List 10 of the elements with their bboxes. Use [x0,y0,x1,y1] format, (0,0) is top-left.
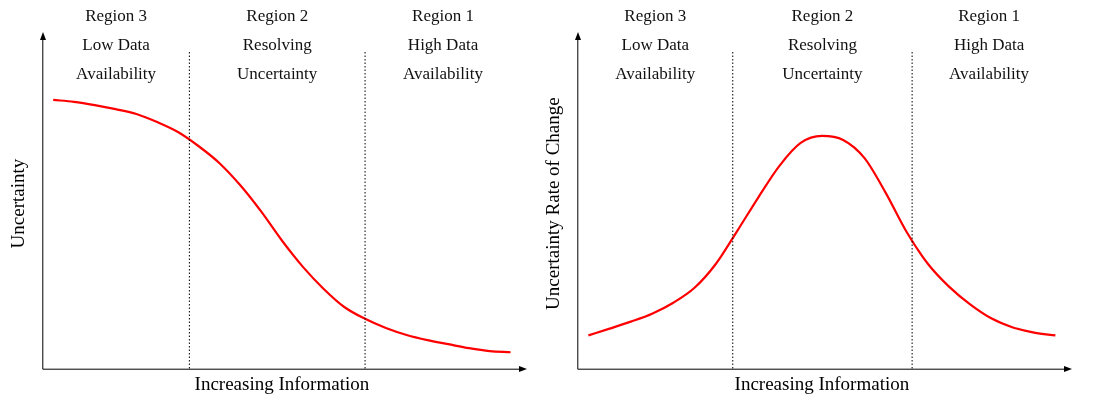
text: Region 2 Resolving Uncertainty [782,5,864,83]
x-axis-title: Increasing Information [734,372,910,394]
y-axis-title: Uncertainty [7,158,29,249]
text: Region 3 Low Data Availability [615,5,696,83]
y-axis-title: Uncertainty Rate of Change [542,97,564,310]
text: Region 3 Low Data Availability [76,5,157,83]
text: Region 2 Resolving Uncertainty [237,5,318,83]
x-axis-title: Increasing Information [194,372,370,394]
text: Region 1 High Data Availability [949,5,1030,83]
text: Region 1 High Data Availability [403,5,484,83]
